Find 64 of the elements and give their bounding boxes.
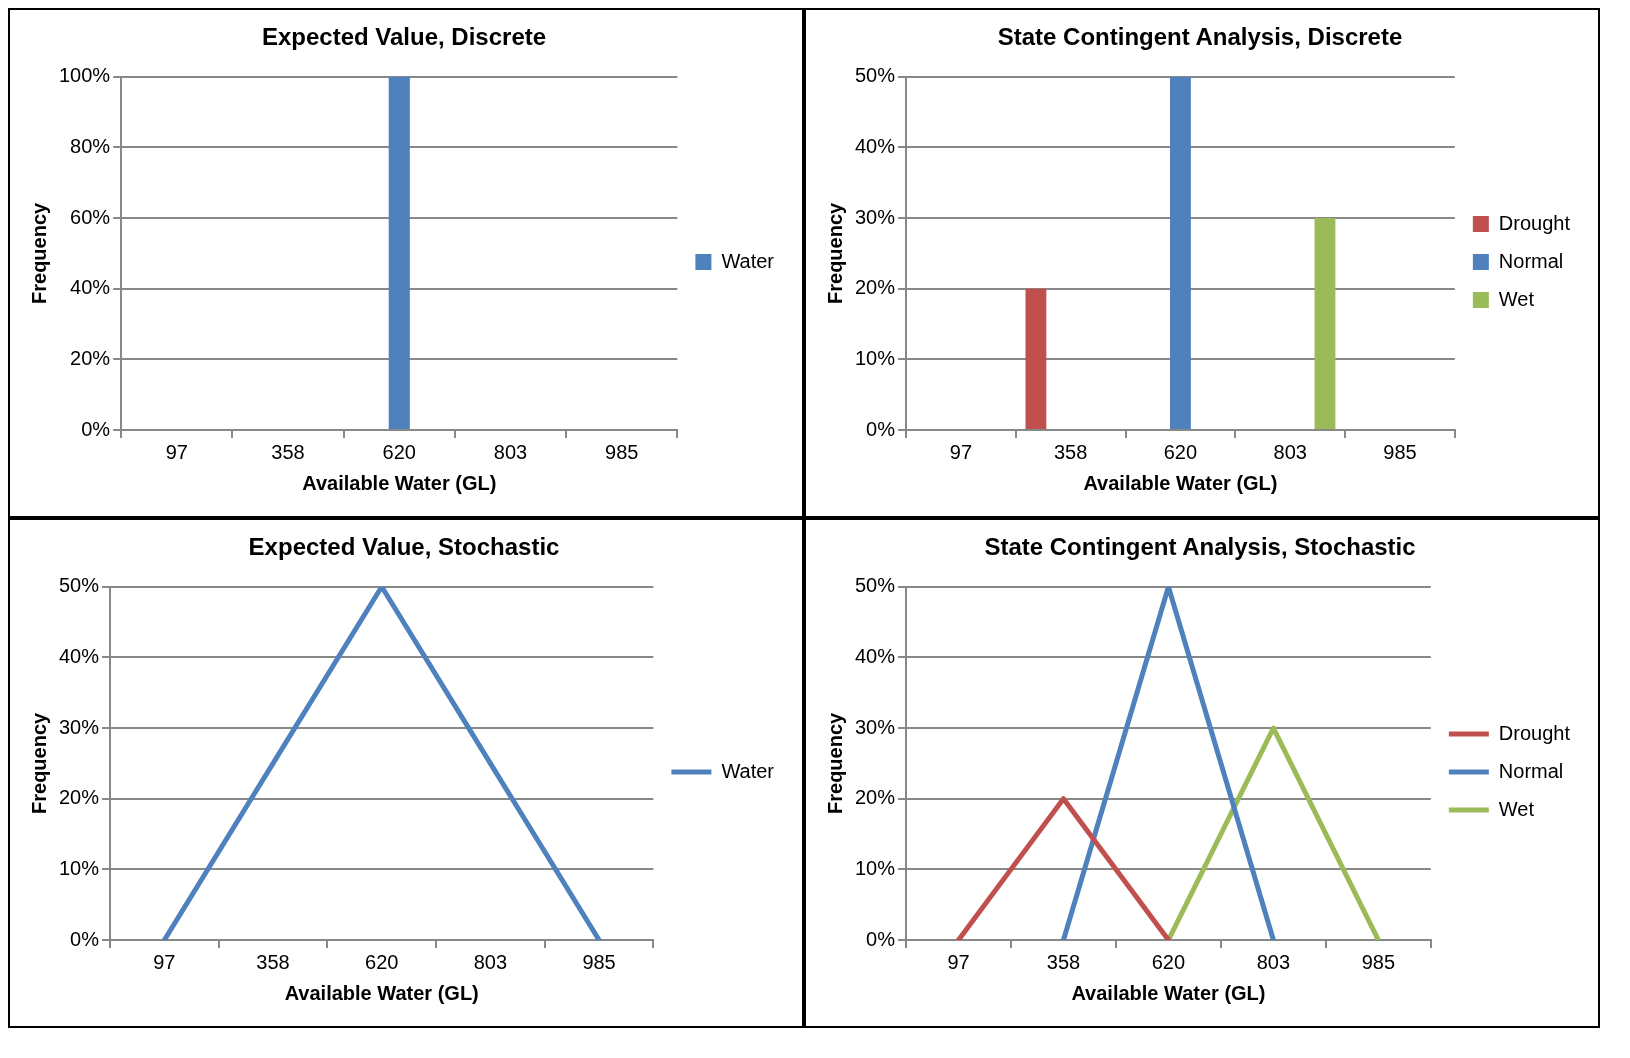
- y-tick-label: 40%: [855, 644, 896, 667]
- x-tick-label: 97: [947, 950, 970, 973]
- y-tick-label: 50%: [855, 64, 896, 87]
- legend-label: Water: [721, 759, 775, 782]
- x-axis-title: Available Water (GL): [1071, 981, 1266, 1004]
- chart-title: Expected Value, Stochastic: [248, 533, 560, 561]
- y-tick-label: 80%: [70, 134, 111, 157]
- x-tick-label: 985: [1361, 950, 1396, 973]
- x-tick-label: 620: [382, 440, 416, 463]
- y-tick-label: 40%: [855, 134, 896, 157]
- x-tick-label: 358: [256, 950, 290, 973]
- x-tick-label: 97: [949, 440, 973, 463]
- legend-label: Normal: [1498, 759, 1564, 782]
- y-axis-title: Frequency: [27, 711, 50, 814]
- y-tick-label: 0%: [866, 417, 896, 440]
- y-tick-label: 20%: [70, 346, 111, 369]
- x-tick-label: 803: [473, 950, 508, 973]
- legend-label: Drought: [1498, 721, 1571, 744]
- x-axis-title: Available Water (GL): [284, 981, 479, 1004]
- chart-title: State Contingent Analysis, Discrete: [997, 23, 1403, 51]
- y-tick-label: 100%: [59, 64, 111, 87]
- y-tick-label: 50%: [59, 574, 100, 597]
- y-tick-label: 30%: [855, 205, 896, 228]
- y-tick-label: 20%: [59, 786, 100, 809]
- y-tick-label: 10%: [855, 346, 896, 369]
- y-tick-label: 40%: [59, 644, 100, 667]
- x-axis-title: Available Water (GL): [302, 471, 497, 494]
- y-axis-title: Frequency: [27, 201, 50, 304]
- x-axis-title: Available Water (GL): [1083, 471, 1278, 494]
- y-tick-label: 30%: [855, 715, 896, 738]
- legend-label: Drought: [1498, 211, 1571, 234]
- x-tick-label: 358: [271, 440, 305, 463]
- y-axis-title: Frequency: [823, 201, 846, 304]
- y-tick-label: 0%: [70, 927, 100, 950]
- y-tick-label: 10%: [59, 856, 100, 879]
- x-tick-label: 620: [365, 950, 399, 973]
- y-tick-label: 30%: [59, 715, 100, 738]
- x-tick-label: 97: [165, 440, 188, 463]
- x-tick-label: 803: [1273, 440, 1307, 463]
- y-tick-label: 0%: [866, 927, 896, 950]
- x-tick-label: 620: [1163, 440, 1198, 463]
- chart-title: State Contingent Analysis, Stochastic: [984, 533, 1416, 561]
- y-tick-label: 40%: [70, 276, 111, 299]
- y-tick-label: 50%: [855, 574, 896, 597]
- y-tick-label: 20%: [855, 786, 896, 809]
- chart-title: Expected Value, Discrete: [261, 23, 547, 51]
- y-tick-label: 20%: [855, 276, 896, 299]
- legend-label: Normal: [1498, 249, 1564, 272]
- legend-label: Wet: [1498, 287, 1535, 310]
- x-tick-label: 97: [153, 950, 176, 973]
- y-tick-label: 0%: [81, 417, 111, 440]
- x-tick-label: 803: [1256, 950, 1291, 973]
- x-tick-label: 985: [582, 950, 616, 973]
- legend-label: Water: [721, 249, 775, 272]
- x-tick-label: 985: [1383, 440, 1417, 463]
- x-tick-label: 985: [605, 440, 639, 463]
- y-axis-title: Frequency: [823, 711, 846, 814]
- y-tick-label: 60%: [70, 205, 111, 228]
- y-tick-label: 10%: [855, 856, 896, 879]
- x-tick-label: 803: [493, 440, 528, 463]
- x-tick-label: 620: [1151, 950, 1186, 973]
- x-tick-label: 358: [1053, 440, 1088, 463]
- x-tick-label: 358: [1046, 950, 1081, 973]
- legend-label: Wet: [1498, 797, 1535, 820]
